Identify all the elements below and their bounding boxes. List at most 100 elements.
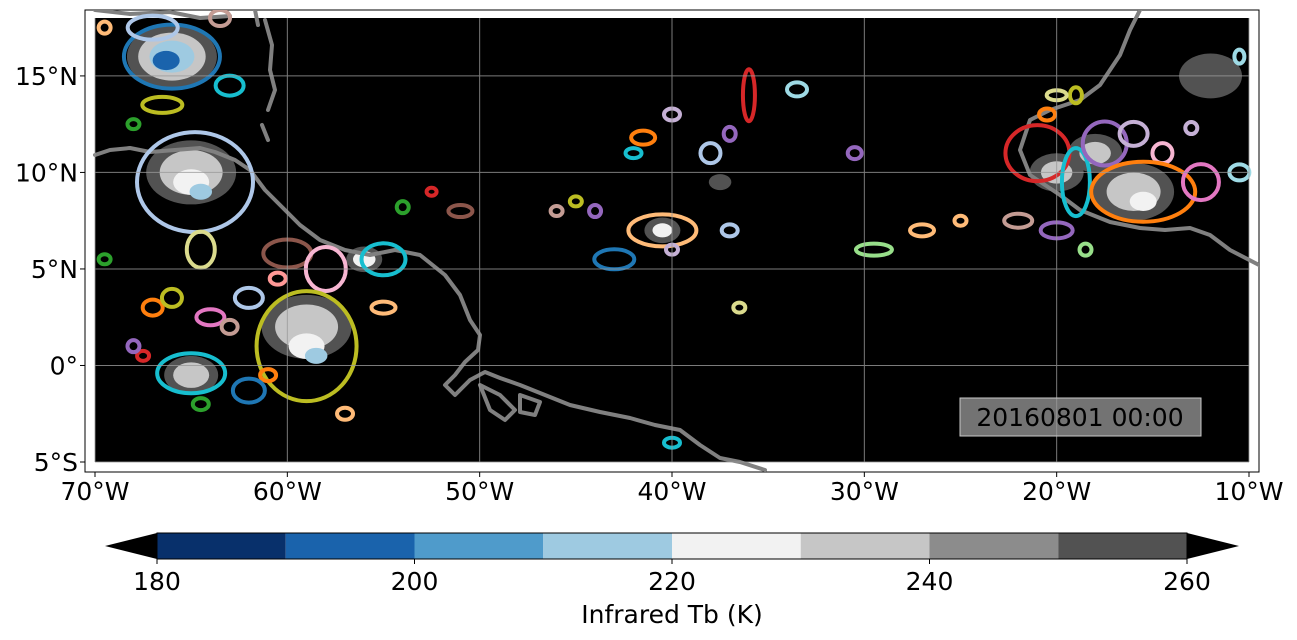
- lon-tick-label: 40°W: [637, 477, 706, 506]
- cloud-contour: [1037, 106, 1058, 123]
- cloud-contour: [96, 252, 113, 267]
- cloud-contour: [194, 307, 227, 328]
- cloud-contour: [267, 270, 288, 287]
- cloud-contour: [1232, 47, 1247, 66]
- cloud-tb-patch: [173, 362, 210, 388]
- lat-tick-label: 0°: [50, 351, 78, 380]
- cloud-contour: [155, 351, 228, 396]
- cloud-object-contours: [96, 10, 1252, 450]
- cloud-contour: [623, 146, 644, 161]
- lon-tick-label: 70°W: [60, 477, 129, 506]
- cloud-contour: [1180, 162, 1221, 203]
- cloud-contour: [446, 203, 475, 220]
- cloud-contour: [853, 241, 894, 258]
- cloud-contour: [567, 194, 584, 209]
- cloud-contour: [1117, 119, 1150, 148]
- cloud-contour: [952, 213, 969, 228]
- cloud-contour: [548, 204, 565, 219]
- cloud-contour: [258, 367, 279, 384]
- cloud-contour: [587, 203, 604, 220]
- cloud-contour: [629, 128, 658, 147]
- coastline-south-america: [93, 146, 767, 472]
- cloud-contour: [1183, 120, 1200, 137]
- cloud-contour: [125, 13, 180, 42]
- colorbar-bin: [543, 533, 672, 559]
- cloud-contour: [845, 145, 864, 162]
- cloud-contour: [1002, 211, 1035, 230]
- cloud-contour: [125, 117, 142, 132]
- cloud-contour: [1089, 159, 1198, 224]
- cloud-contour: [135, 348, 152, 363]
- colorbar-extend-min: [105, 533, 157, 559]
- colorbar-bin: [929, 533, 1059, 559]
- cloud-contour: [740, 67, 757, 124]
- lon-tick-label: 30°W: [830, 477, 899, 506]
- lon-tick-label: 60°W: [253, 477, 322, 506]
- colorbar-tick-label: 240: [906, 567, 954, 596]
- colorbar-bin: [157, 533, 286, 559]
- map-gridlines: [94, 18, 1250, 463]
- lat-tick-label: 10°N: [15, 158, 78, 187]
- colorbar-tick-label: 260: [1163, 567, 1211, 596]
- cloud-contour: [1077, 241, 1094, 258]
- colorbar-bin: [414, 533, 544, 559]
- cloud-contour: [219, 317, 240, 336]
- cloud-tb-patch: [189, 183, 213, 200]
- timestamp-box: 20160801 00:00: [959, 397, 1202, 437]
- lat-tick-label: 5°N: [31, 255, 78, 284]
- colorbar-bin: [285, 533, 415, 559]
- cloud-tb-patch: [275, 304, 339, 350]
- cloud-contour: [626, 212, 699, 249]
- cloud-tb-patch: [152, 50, 180, 71]
- cloud-contour: [190, 396, 211, 413]
- cloud-tb-patch: [304, 347, 328, 364]
- coastline-caribbean-arc: [253, 10, 277, 142]
- timestamp-label: 20160801 00:00: [976, 403, 1183, 432]
- lat-tick-label: 5°S: [34, 448, 78, 477]
- colorbar-extend-max: [1187, 533, 1239, 559]
- cloud-contour: [96, 19, 113, 36]
- timestamp-background: [959, 397, 1202, 437]
- cloud-contour: [424, 185, 439, 198]
- lon-tick-label: 50°W: [445, 477, 514, 506]
- cloud-contour: [159, 286, 184, 309]
- cloud-contour: [359, 241, 408, 278]
- cloud-contour: [230, 376, 267, 405]
- cloud-contour: [721, 124, 738, 143]
- coastline-africa: [1018, 10, 1259, 267]
- colorbar-title: Infrared Tb (K): [581, 600, 763, 629]
- colorbar-tick-label: 220: [648, 567, 696, 596]
- cloud-contour: [908, 222, 937, 239]
- cloud-contour: [785, 80, 810, 99]
- lon-tick-label: 10°W: [1214, 477, 1283, 506]
- colorbar-bin: [672, 533, 801, 559]
- cloud-tb-patch: [1129, 191, 1157, 211]
- cloud-contour: [184, 229, 217, 270]
- cloud-contour: [698, 141, 723, 166]
- cloud-contour: [208, 10, 233, 28]
- cloud-tb-patch: [708, 174, 732, 191]
- cloud-contour: [335, 405, 356, 422]
- lat-tick-label: 15°N: [15, 62, 78, 91]
- cloud-contour: [1059, 146, 1092, 219]
- cloud-tb-shading: [126, 24, 1243, 395]
- colorbar-tick-label: 180: [133, 567, 181, 596]
- coastline-amazon-islands: [478, 383, 542, 422]
- colorbar-tick-label: 200: [391, 567, 439, 596]
- cloud-contour: [232, 285, 265, 310]
- colorbar-bin: [800, 533, 930, 559]
- cloud-contour: [125, 338, 142, 355]
- lon-tick-label: 20°W: [1022, 477, 1091, 506]
- cloud-contour: [394, 199, 411, 216]
- cloud-contour: [719, 222, 740, 239]
- cloud-tb-patch: [652, 223, 673, 238]
- axis-ticks: 70°W 60°W 50°W 40°W 30°W 20°W 10°W 15°N 10°N 5°N 0…: [15, 62, 1284, 506]
- cloud-contour: [140, 297, 165, 318]
- colorbar-bin: [1058, 533, 1187, 559]
- colorbar: 180 200 220 240 260: [105, 532, 1239, 596]
- cloud-contour: [140, 94, 185, 115]
- cloud-contour: [1067, 85, 1084, 106]
- cloud-contour: [369, 299, 398, 316]
- cloud-contour: [731, 300, 748, 315]
